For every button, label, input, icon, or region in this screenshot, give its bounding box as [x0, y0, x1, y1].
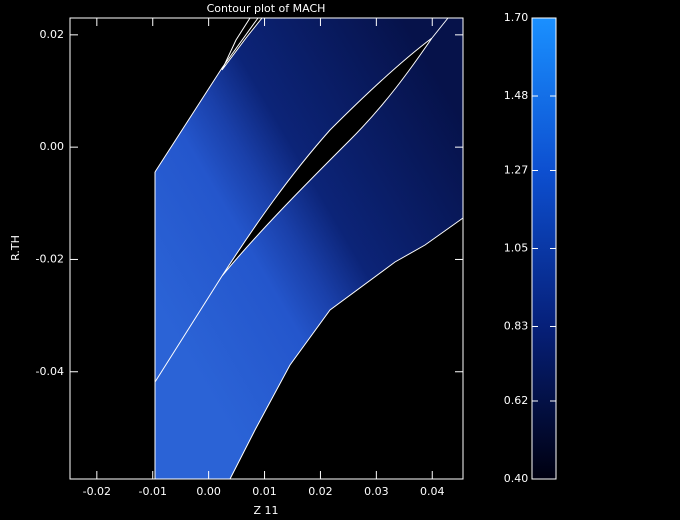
boundary	[154, 17, 259, 173]
x-axis-label: Z 11	[253, 504, 278, 517]
colorbar-tick-label: 0.83	[504, 320, 529, 333]
colorbar-tick-label: 1.70	[504, 11, 529, 24]
y-tick-label: 0.02	[40, 28, 65, 41]
boundary	[229, 217, 464, 480]
x-tick-label: 0.03	[364, 485, 389, 498]
colorbar-tick-label: 1.48	[504, 89, 529, 102]
y-axis-label: R.TH	[9, 235, 22, 261]
y-tick-label: 0.00	[40, 140, 65, 153]
flow-field	[154, 17, 464, 480]
colorbar-tick-label: 1.27	[504, 163, 529, 176]
y-tick-label: -0.04	[36, 365, 64, 378]
x-tick-label: 0.00	[196, 485, 221, 498]
x-tick-label: 0.01	[252, 485, 277, 498]
x-tick-label: 0.04	[420, 485, 445, 498]
x-tick-label: 0.02	[308, 485, 333, 498]
colorbar-tick-label: 0.40	[504, 472, 529, 485]
plot-frame	[69, 17, 464, 480]
y-tick-label: -0.02	[36, 252, 64, 265]
colorbar-tick-label: 0.62	[504, 394, 529, 407]
colorbar-tick-label: 1.05	[504, 242, 529, 255]
x-tick-label: -0.02	[83, 485, 111, 498]
wake-line	[154, 275, 223, 383]
passage	[155, 18, 463, 479]
chart-title: Contour plot of MACH	[207, 2, 326, 15]
x-tick-label: -0.01	[139, 485, 167, 498]
blade-edge	[431, 17, 449, 39]
